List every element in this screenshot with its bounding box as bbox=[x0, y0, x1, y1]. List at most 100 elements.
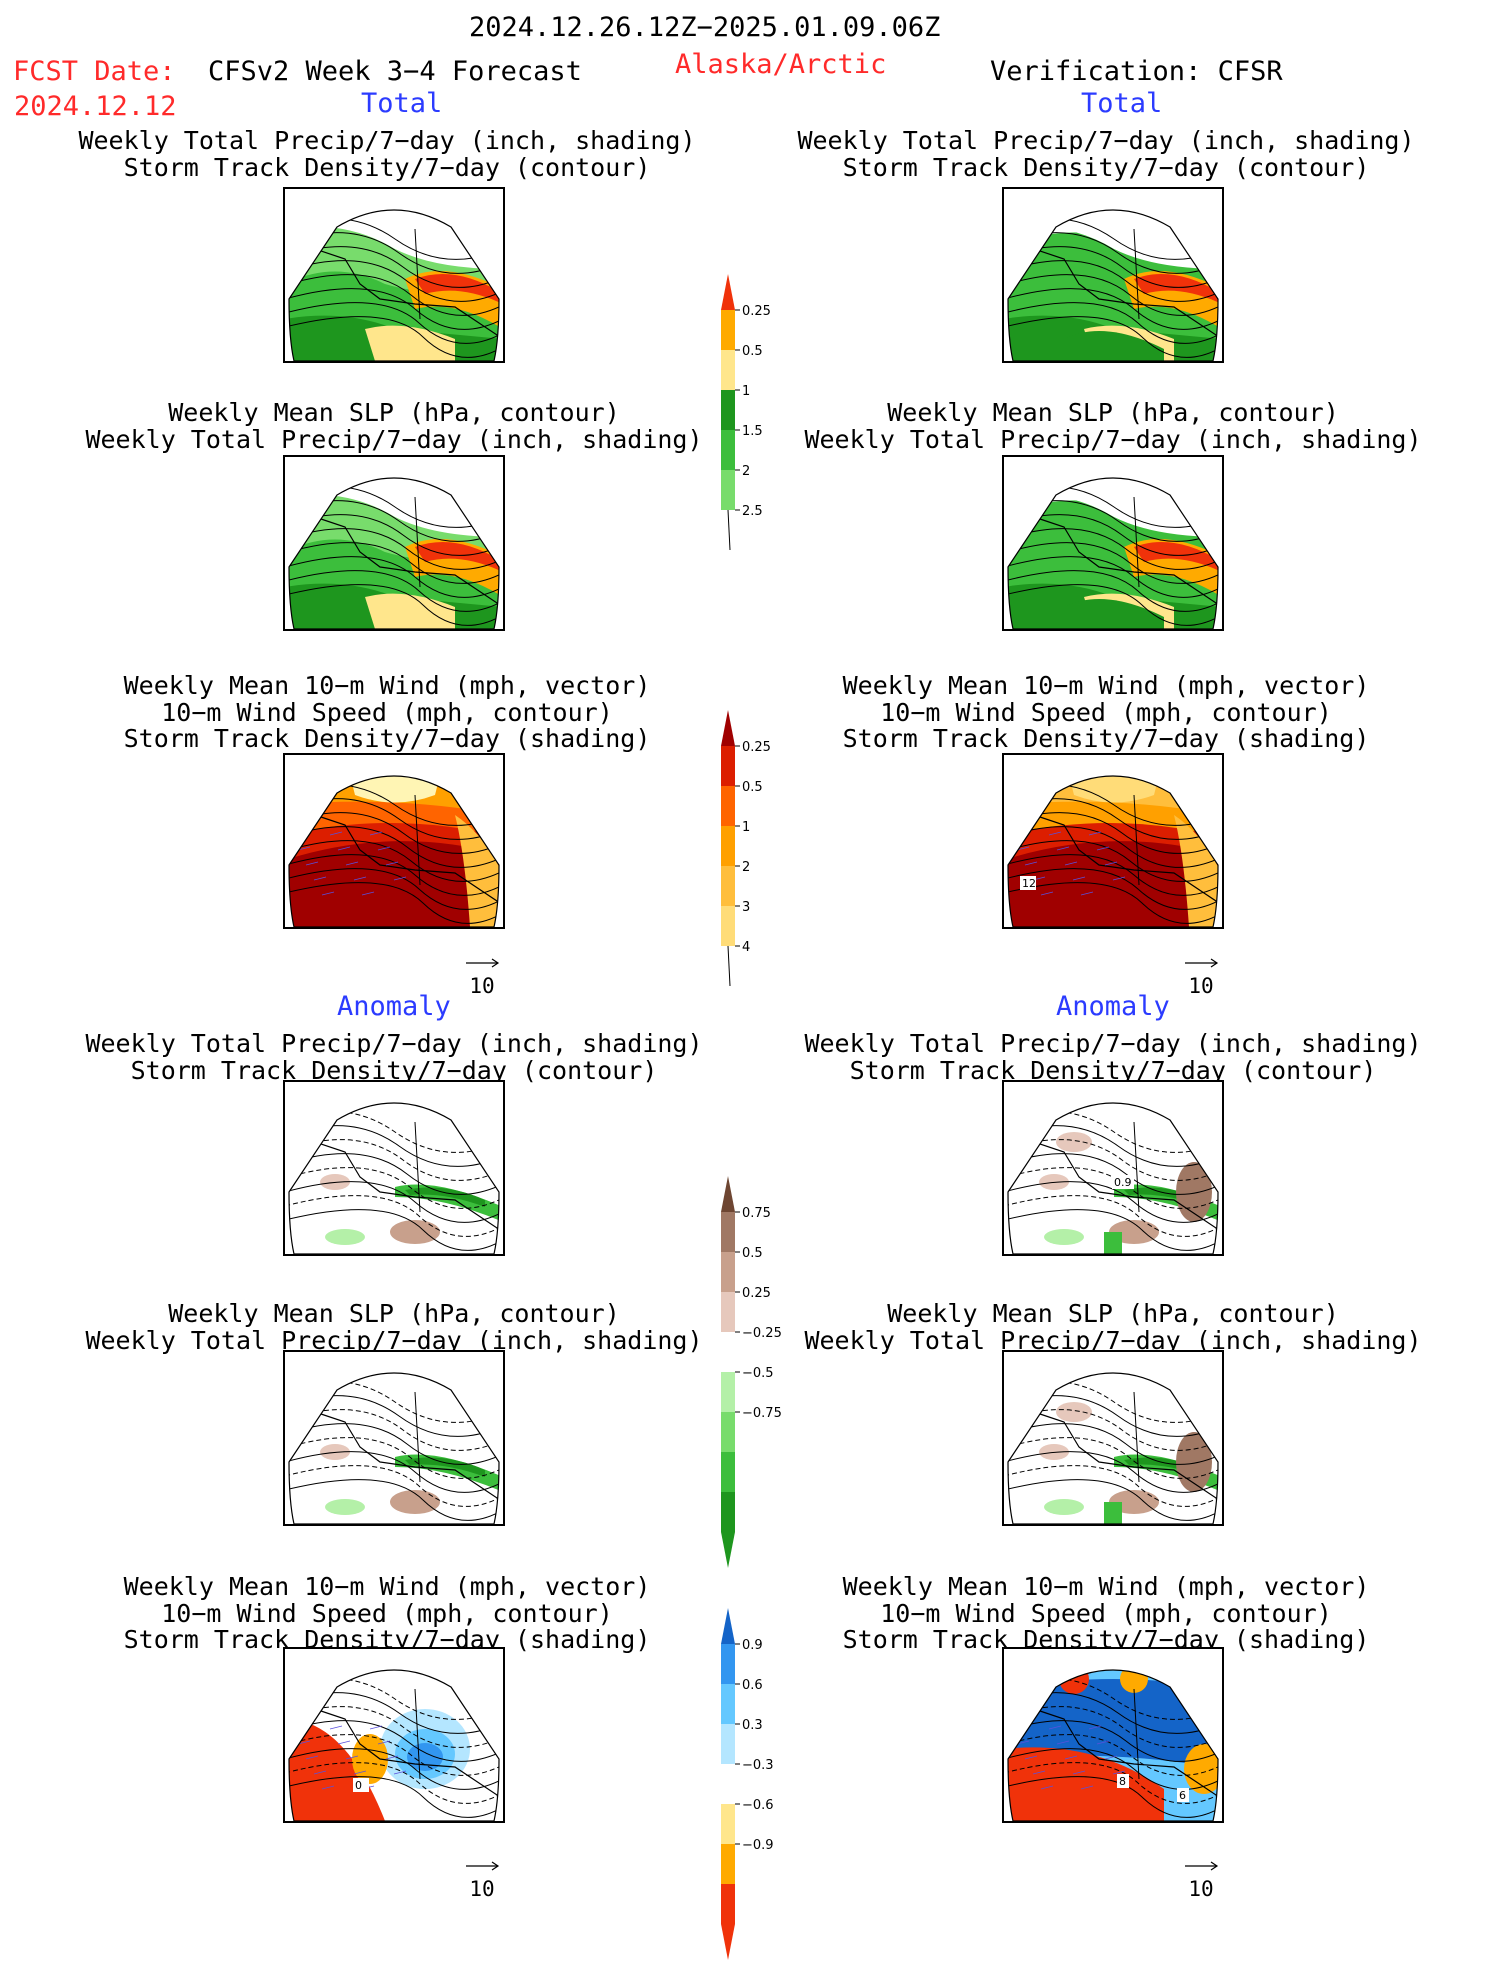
fcst-date-label: FCST Date: bbox=[13, 56, 176, 87]
colorbar-segment bbox=[721, 826, 735, 866]
colorbar-segment bbox=[721, 310, 735, 350]
colorbar-anom-std: 0.9 0.6 0.3 −0.3 −0.6 −0.9 bbox=[720, 1604, 790, 1968]
panel-title-line: 10−m Wind Speed (mph, contour) bbox=[161, 1598, 613, 1628]
colorbar-tick-label: 2.5 bbox=[742, 504, 763, 519]
panel-title-line: Storm Track Density/7−day (contour) bbox=[130, 1055, 658, 1085]
model-title: CFSv2 Week 3−4 Forecast bbox=[208, 56, 582, 87]
colorbar-segment bbox=[721, 786, 735, 826]
panel-title-line: Weekly Total Precip/7−day (inch, shading… bbox=[804, 1325, 1422, 1355]
panel-title-line: Storm Track Density/7−day (contour) bbox=[123, 152, 651, 182]
panel-title-line: Weekly Total Precip/7−day (inch, shading… bbox=[804, 424, 1422, 454]
colorbar-tick-label: 1.5 bbox=[742, 424, 763, 439]
colorbar-tick-label: 0.6 bbox=[742, 1678, 763, 1693]
colorbar-tick-label: −0.6 bbox=[742, 1798, 774, 1813]
colorbar-tick-label: 0.5 bbox=[742, 344, 763, 359]
panel-title-line: Weekly Total Precip/7−day (inch, shading… bbox=[78, 126, 696, 155]
colorbar-segment bbox=[721, 1332, 735, 1372]
vector-reference-label: 10 bbox=[469, 974, 495, 998]
contour-label: 6 bbox=[1179, 1789, 1186, 1802]
vector-reference: 10 bbox=[462, 1853, 502, 1901]
vector-reference: 10 bbox=[462, 950, 502, 998]
colorbar-tick-label: 0.25 bbox=[742, 304, 771, 319]
colorbar-segment bbox=[721, 1292, 735, 1332]
verification-title: Verification: CFSR bbox=[990, 56, 1283, 87]
map-panel-anom-wind-std-forecast: 0 bbox=[283, 1647, 505, 1823]
colorbar-tick-label: 0.5 bbox=[742, 780, 763, 795]
vector-reference: 10 bbox=[1181, 950, 1221, 998]
colorbar-segment bbox=[721, 430, 735, 470]
colorbar-total-precip: 0.25 0.5 1 1.5 2 2.5 bbox=[720, 270, 790, 594]
colorbar-anom-precip: 0.75 0.5 0.25 −0.25 −0.5 −0.75 bbox=[720, 1172, 790, 1576]
map-panel-anom-precip-storm-verification: 0.9 bbox=[1002, 1080, 1224, 1256]
panel-title-line: Weekly Mean SLP (hPa, contour) bbox=[887, 1299, 1339, 1328]
map-panel-total-precip-storm-verification bbox=[1002, 187, 1224, 363]
right-total-label: Total bbox=[1081, 88, 1163, 119]
colorbar-tick-label: −0.75 bbox=[742, 1406, 782, 1421]
panel-title-line: 10−m Wind Speed (mph, contour) bbox=[161, 697, 613, 727]
colorbar-tick-label: −0.3 bbox=[742, 1758, 774, 1773]
panel-title-line: Weekly Total Precip/7−day (inch, shading… bbox=[85, 424, 703, 454]
colorbar-segment bbox=[721, 1884, 735, 1924]
panel-title-line: Weekly Total Precip/7−day (inch, shading… bbox=[85, 1029, 703, 1058]
colorbar-tick-label: 2 bbox=[742, 860, 750, 875]
map-panel-total-precip-storm-forecast bbox=[283, 187, 505, 363]
map-panel-total-wind-std-verification: 12 bbox=[1002, 753, 1224, 929]
map-panel-anom-slp-precip-forecast bbox=[283, 1350, 505, 1526]
colorbar-tick-label: 0.25 bbox=[742, 1286, 771, 1301]
colorbar-tick-label: 2 bbox=[742, 464, 750, 479]
colorbar-segment bbox=[721, 1844, 735, 1884]
panel-title-line: Weekly Mean 10−m Wind (mph, vector) bbox=[842, 671, 1370, 700]
colorbar-segment bbox=[721, 1724, 735, 1764]
colorbar-tick-label: 1 bbox=[742, 384, 750, 399]
contour-label: 0 bbox=[355, 1779, 362, 1792]
panel-title-line: Weekly Mean 10−m Wind (mph, vector) bbox=[123, 1572, 651, 1601]
vector-reference-label: 10 bbox=[469, 1877, 495, 1901]
region-title: Alaska/Arctic bbox=[675, 49, 887, 80]
colorbar-tick-label: 3 bbox=[742, 900, 750, 915]
colorbar-segment bbox=[721, 1412, 735, 1452]
colorbar-segment bbox=[721, 1804, 735, 1844]
panel-title-line: Storm Track Density/7−day (shading) bbox=[842, 724, 1370, 753]
colorbar-segment bbox=[721, 1452, 735, 1492]
colorbar-segment bbox=[721, 866, 735, 906]
panel-title-line: Weekly Total Precip/7−day (inch, shading… bbox=[85, 1325, 703, 1355]
map-panel-total-slp-precip-forecast bbox=[283, 455, 505, 631]
map-panel-total-slp-precip-verification bbox=[1002, 455, 1224, 631]
colorbar-tick-label: 0.3 bbox=[742, 1718, 763, 1733]
colorbar-tick-label: 4 bbox=[742, 940, 750, 955]
vector-reference: 10 bbox=[1181, 1853, 1221, 1901]
colorbar-tick-label: −0.5 bbox=[742, 1366, 774, 1381]
panel-title-line: 10−m Wind Speed (mph, contour) bbox=[880, 697, 1332, 727]
map-panel-total-wind-std-forecast bbox=[283, 753, 505, 929]
panel-title-line: Storm Track Density/7−day (contour) bbox=[842, 152, 1370, 182]
colorbar-segment bbox=[721, 470, 735, 510]
map-panel-anom-precip-storm-forecast bbox=[283, 1080, 505, 1256]
vector-reference-label: 10 bbox=[1188, 1877, 1214, 1901]
fcst-date: 2024.12.12 bbox=[14, 91, 177, 122]
colorbar-segment bbox=[721, 350, 735, 390]
colorbar-segment bbox=[721, 1644, 735, 1684]
colorbar-segment bbox=[721, 1212, 735, 1252]
contour-label: 0.9 bbox=[1114, 1176, 1132, 1189]
colorbar-total-std: 0.25 0.5 1 2 3 4 bbox=[720, 706, 790, 1030]
forecast-period: 2024.12.26.12Z−2025.01.09.06Z bbox=[469, 12, 941, 43]
map-panel-anom-slp-precip-verification bbox=[1002, 1350, 1224, 1526]
colorbar-segment bbox=[721, 1684, 735, 1724]
colorbar-tick-label: 1 bbox=[742, 820, 750, 835]
colorbar-tick-label: −0.9 bbox=[742, 1838, 774, 1853]
contour-label: 12 bbox=[1022, 877, 1036, 890]
panel-title-line: 10−m Wind Speed (mph, contour) bbox=[880, 1598, 1332, 1628]
panel-title-line: Storm Track Density/7−day (shading) bbox=[123, 724, 651, 753]
panel-title-line: Weekly Mean 10−m Wind (mph, vector) bbox=[842, 1572, 1370, 1601]
panel-title-line: Weekly Mean SLP (hPa, contour) bbox=[168, 398, 620, 427]
colorbar-segment bbox=[721, 1492, 735, 1532]
colorbar-segment bbox=[721, 390, 735, 430]
contour-label: 8 bbox=[1119, 1775, 1126, 1788]
colorbar-segment bbox=[721, 746, 735, 786]
panel-title-line: Weekly Mean 10−m Wind (mph, vector) bbox=[123, 671, 651, 700]
colorbar-segment bbox=[721, 1252, 735, 1292]
panel-title-line: Weekly Total Precip/7−day (inch, shading… bbox=[804, 1029, 1422, 1058]
panel-title-line: Weekly Total Precip/7−day (inch, shading… bbox=[797, 126, 1415, 155]
right-anomaly-label: Anomaly bbox=[1056, 991, 1170, 1022]
